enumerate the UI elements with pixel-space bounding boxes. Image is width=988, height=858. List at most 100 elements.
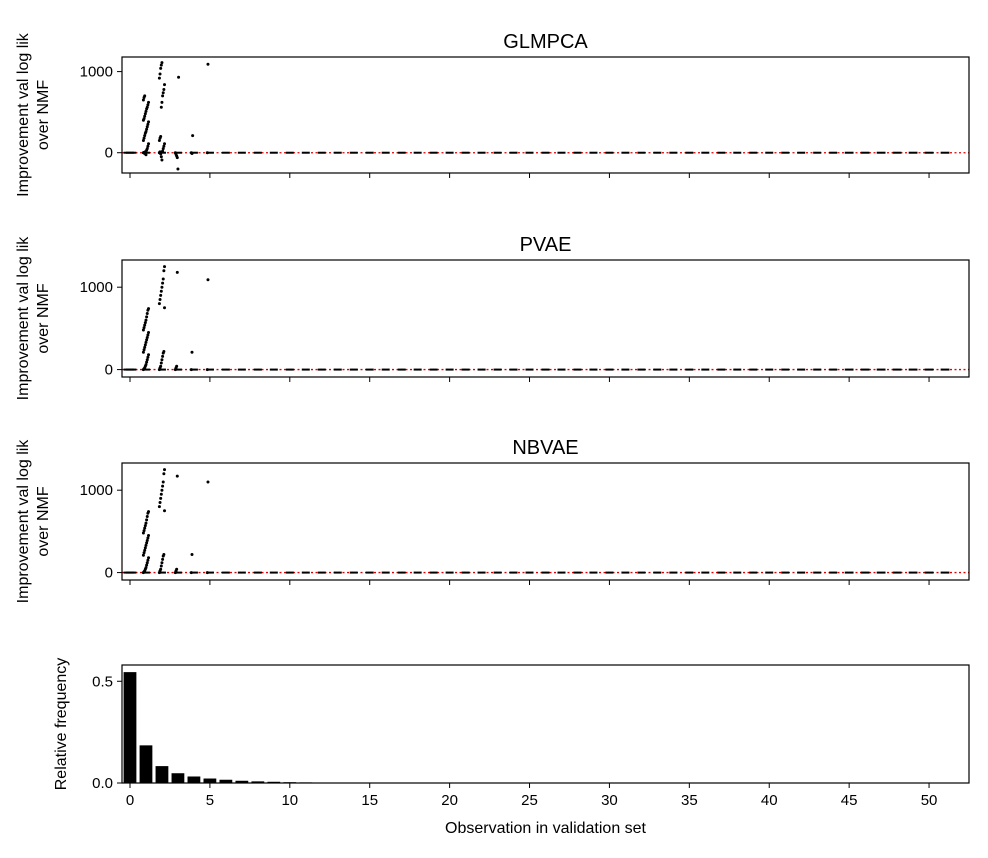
data-point bbox=[175, 156, 179, 160]
data-point bbox=[144, 340, 148, 344]
data-point bbox=[159, 361, 163, 365]
data-point bbox=[141, 98, 145, 102]
data-point bbox=[141, 139, 145, 143]
data-point bbox=[161, 557, 165, 561]
data-point bbox=[143, 94, 147, 98]
data-point bbox=[144, 130, 148, 134]
plot-frame bbox=[121, 56, 970, 174]
data-point bbox=[162, 552, 166, 556]
x-tick-label: 35 bbox=[681, 792, 698, 809]
data-point bbox=[159, 134, 163, 138]
data-point bbox=[145, 312, 149, 316]
panel-title: GLMPCA bbox=[503, 31, 588, 53]
data-point bbox=[146, 536, 150, 540]
data-point bbox=[141, 350, 145, 354]
data-point bbox=[147, 353, 151, 357]
data-point bbox=[143, 343, 147, 347]
data-point bbox=[159, 564, 163, 568]
x-tick-label: 30 bbox=[601, 792, 618, 809]
plot-frame bbox=[121, 664, 970, 784]
x-tick-label: 20 bbox=[441, 792, 458, 809]
bar bbox=[155, 766, 169, 783]
panel-title: PVAE bbox=[520, 234, 572, 256]
data-point bbox=[163, 142, 167, 146]
data-point bbox=[143, 548, 147, 552]
x-tick-label: 5 bbox=[206, 792, 214, 809]
data-point bbox=[143, 321, 147, 325]
data-point bbox=[161, 94, 165, 98]
x-tick-label: 10 bbox=[281, 792, 298, 809]
panel-3: NBVAE Improvement val log lik over NMF 0 100… bbox=[15, 437, 970, 603]
data-point bbox=[162, 472, 166, 476]
data-point bbox=[146, 103, 150, 107]
data-point bbox=[143, 524, 147, 528]
bar bbox=[139, 745, 153, 783]
data-point bbox=[145, 563, 149, 567]
data-point bbox=[145, 518, 149, 522]
data-point bbox=[160, 100, 164, 104]
data-point bbox=[163, 83, 167, 87]
data-point bbox=[161, 149, 165, 153]
data-point bbox=[159, 105, 163, 109]
data-point bbox=[190, 552, 194, 556]
data-point bbox=[176, 167, 180, 171]
data-point bbox=[206, 278, 210, 282]
data-point bbox=[144, 521, 148, 525]
data-point bbox=[206, 480, 210, 484]
y-tick-label: 1000 bbox=[80, 279, 113, 296]
data-point bbox=[147, 510, 151, 514]
data-point bbox=[157, 76, 161, 80]
data-point bbox=[143, 114, 147, 118]
y-axis-label: Improvement val log lik bbox=[15, 32, 32, 197]
x-tick-label: 40 bbox=[761, 792, 778, 809]
data-point bbox=[190, 152, 194, 156]
data-point bbox=[159, 66, 163, 70]
x-axis-label: Observation in validation set bbox=[445, 820, 647, 837]
data-point bbox=[144, 543, 148, 547]
data-point bbox=[145, 127, 149, 131]
data-point bbox=[158, 501, 162, 505]
data-point bbox=[141, 328, 145, 332]
data-point bbox=[142, 136, 146, 140]
panel-1: GLMPCA Improvement val log lik over NMF 0 10… bbox=[15, 31, 970, 197]
y-tick-label: 0 bbox=[105, 362, 113, 379]
x-tick-label: 15 bbox=[361, 792, 378, 809]
bar bbox=[235, 780, 249, 783]
data-point bbox=[147, 534, 151, 538]
data-point bbox=[145, 105, 149, 109]
y-tick-label: 0.5 bbox=[92, 673, 113, 690]
bar bbox=[187, 776, 201, 783]
data-point bbox=[160, 285, 164, 289]
data-point bbox=[144, 318, 148, 322]
data-point bbox=[143, 323, 147, 327]
y-axis-label: Relative frequency bbox=[53, 658, 70, 791]
data-point bbox=[143, 134, 147, 138]
data-point bbox=[163, 306, 167, 310]
y-tick-label: 0 bbox=[105, 145, 113, 162]
bar bbox=[171, 773, 185, 783]
y-tick-label: 1000 bbox=[80, 64, 113, 81]
data-point bbox=[157, 302, 161, 306]
data-point bbox=[143, 112, 147, 116]
data-point bbox=[145, 561, 149, 565]
data-point bbox=[162, 87, 166, 91]
data-point bbox=[159, 364, 163, 368]
data-point bbox=[161, 91, 165, 95]
data-point bbox=[147, 556, 151, 560]
data-point bbox=[205, 368, 209, 372]
data-point bbox=[160, 61, 164, 65]
x-tick-label: 25 bbox=[521, 792, 538, 809]
data-point bbox=[160, 561, 164, 565]
data-point bbox=[145, 358, 149, 362]
data-point bbox=[158, 298, 162, 302]
data-point bbox=[161, 480, 165, 484]
y-axis-label: Improvement val log lik bbox=[15, 236, 32, 401]
panel-2: PVAE Improvement val log lik over NMF 0 1000 bbox=[15, 234, 970, 401]
data-point bbox=[161, 354, 165, 358]
data-point bbox=[175, 474, 179, 478]
data-point bbox=[159, 496, 163, 500]
data-point bbox=[145, 335, 149, 339]
data-point bbox=[158, 72, 162, 76]
data-point bbox=[162, 349, 166, 353]
data-point bbox=[175, 567, 179, 571]
